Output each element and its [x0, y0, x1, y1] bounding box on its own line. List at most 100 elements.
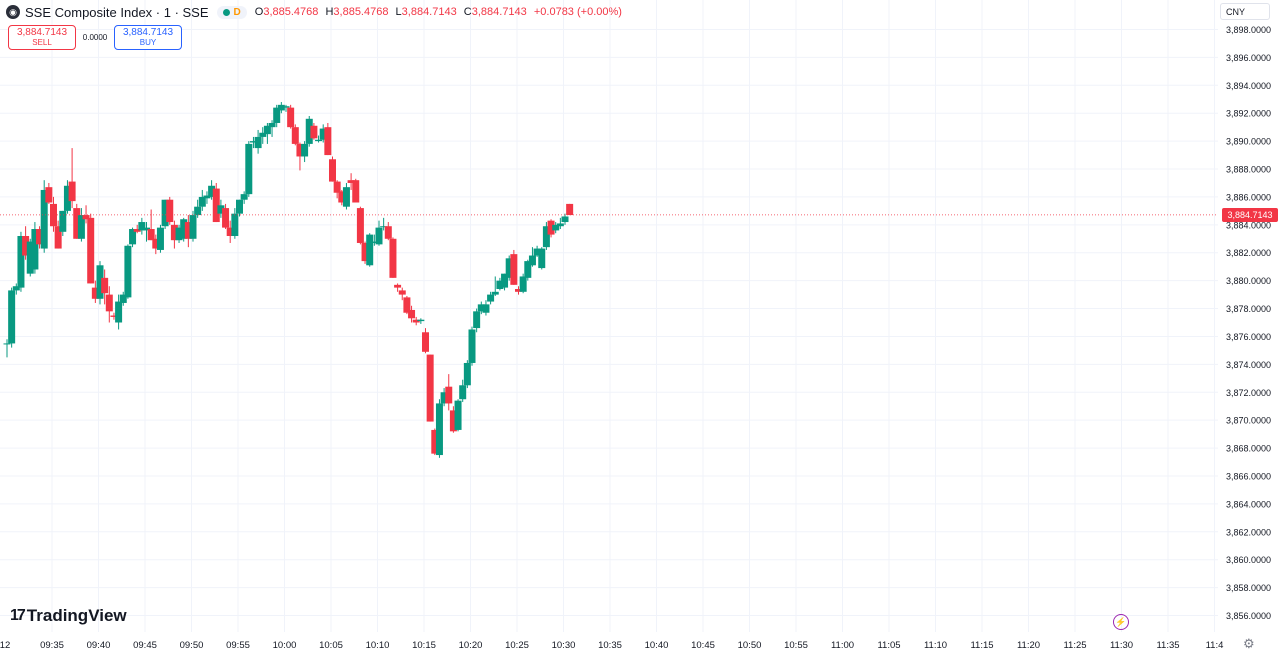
candle	[449, 406, 457, 433]
x-tick-label: 11:20	[1017, 640, 1040, 651]
candle	[459, 379, 467, 403]
gear-icon[interactable]: ⚙	[1243, 636, 1255, 651]
candle-body	[515, 289, 522, 292]
x-tick-label: 11:15	[970, 640, 993, 651]
tradingview-logo[interactable]: 17 TradingView	[10, 606, 127, 626]
globe-icon: ◉	[6, 5, 20, 19]
candle	[524, 259, 532, 281]
x-tick-label: 10:50	[738, 640, 762, 651]
candle-body	[417, 319, 425, 322]
candle	[380, 217, 388, 231]
candle	[249, 136, 257, 149]
candle-body	[519, 276, 527, 292]
sell-label: SELL	[32, 38, 52, 47]
candle	[105, 286, 113, 323]
symbol-title[interactable]: SSE Composite Index · 1 · SSE	[25, 4, 209, 20]
candle	[194, 199, 202, 218]
candle-body	[412, 319, 420, 323]
candle-body	[403, 297, 411, 313]
candle-body	[394, 284, 402, 288]
close-label: C	[463, 6, 472, 18]
candle	[566, 203, 574, 216]
x-tick-label: 10:35	[598, 640, 622, 651]
candle	[115, 294, 123, 330]
candle	[408, 305, 416, 323]
candle	[236, 199, 243, 217]
candle-body	[384, 226, 392, 239]
candle	[254, 129, 262, 154]
candle-body	[212, 188, 220, 223]
candle	[203, 191, 211, 204]
candle-body	[445, 386, 453, 404]
candle-body	[166, 199, 174, 223]
candle-body	[203, 195, 211, 199]
candle-body	[482, 304, 490, 313]
candle	[101, 269, 109, 305]
candle	[519, 273, 527, 294]
candle	[375, 220, 383, 246]
candle-body	[389, 238, 397, 278]
sell-button[interactable]: 3,884.7143 SELL	[8, 25, 76, 50]
candle-body	[17, 235, 25, 288]
candle-body	[101, 277, 109, 294]
candle-body	[268, 122, 276, 128]
candle-body	[54, 226, 62, 249]
candle	[31, 222, 39, 274]
x-tick-label: 09:50	[180, 640, 204, 651]
candle-body	[273, 107, 281, 123]
spread-value: 0.0000	[82, 33, 108, 42]
x-tick-label: 11:25	[1063, 640, 1086, 651]
candle	[68, 148, 76, 209]
candle-body	[31, 229, 39, 270]
candle	[91, 280, 99, 303]
candle-body	[152, 238, 160, 249]
candle-body	[315, 139, 323, 142]
candle	[17, 231, 25, 292]
candle	[361, 241, 369, 264]
candle-body	[105, 294, 113, 312]
low-value: 3,884.7143	[401, 6, 457, 18]
y-tick-label: 3,858.0000	[1226, 583, 1271, 593]
chart-legend: ◉ SSE Composite Index · 1 · SSE D O3,885…	[6, 3, 622, 21]
candle	[59, 210, 67, 236]
candle-body	[119, 294, 127, 303]
candle	[431, 428, 439, 456]
candle-body	[408, 309, 416, 319]
candle-body	[352, 180, 360, 203]
x-tick-label: 09:40	[87, 640, 111, 651]
candle-body	[454, 400, 462, 430]
candle-body	[356, 208, 364, 243]
candle-body	[556, 223, 564, 227]
lightning-icon[interactable]: ⚡	[1113, 614, 1129, 630]
y-tick-label: 3,864.0000	[1226, 499, 1271, 509]
change-value: +0.0783 (+0.00%)	[533, 6, 622, 18]
buy-button[interactable]: 3,884.7143 BUY	[114, 25, 182, 50]
candle-body	[282, 106, 290, 108]
currency-selector[interactable]: CNY	[1220, 3, 1270, 20]
candle	[491, 276, 499, 296]
x-tick-label: 10:10	[366, 640, 390, 651]
y-tick-label: 3,860.0000	[1226, 555, 1271, 565]
candle-body	[301, 143, 309, 157]
candle	[222, 203, 230, 230]
candle-body	[236, 199, 243, 214]
x-tick-label: 10:40	[645, 640, 669, 651]
y-tick-label: 3,896.0000	[1226, 53, 1271, 63]
candle-body	[552, 224, 560, 231]
candle	[528, 247, 536, 267]
time-axis[interactable]: 12 09:35 09:40 09:45 09:50 09:55 10:00 10:05 10:…	[0, 640, 1223, 651]
candle	[175, 224, 183, 243]
market-status[interactable]: D	[216, 5, 247, 19]
x-tick-label: 09:45	[133, 640, 157, 651]
candle	[542, 222, 550, 250]
price-axis[interactable]: 3,856.0000 3,858.0000 3,860.0000 3,862.0000…	[1226, 25, 1271, 621]
open-value: 3,885.4768	[263, 6, 319, 18]
candle-body	[324, 127, 332, 156]
candle-body	[87, 217, 95, 284]
candle-body	[96, 265, 104, 299]
candle-body	[491, 291, 499, 295]
candle	[403, 295, 411, 315]
candle-body	[459, 385, 467, 400]
candle-body	[380, 226, 388, 228]
